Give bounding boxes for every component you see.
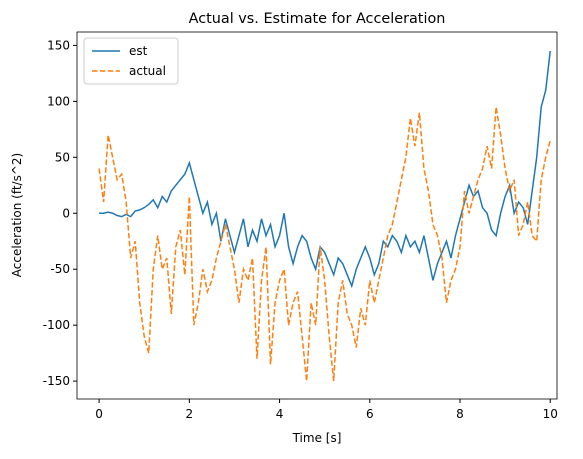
y-tick-label: 150 xyxy=(47,38,70,52)
chart-title: Actual vs. Estimate for Acceleration xyxy=(189,11,446,27)
legend-box xyxy=(83,37,179,85)
axes-frame xyxy=(76,31,558,400)
x-tick-label: 6 xyxy=(366,407,374,421)
series-line xyxy=(99,50,551,289)
x-axis-label: Time [s] xyxy=(292,431,342,445)
legend-label: actual xyxy=(129,64,166,78)
y-tick-label: 50 xyxy=(55,150,70,164)
x-tick-label: 8 xyxy=(456,407,464,421)
x-tick-label: 2 xyxy=(186,407,194,421)
y-tick-label: -100 xyxy=(43,318,70,332)
series-line xyxy=(98,106,551,382)
legend-label: est xyxy=(129,44,148,58)
y-tick-label: -50 xyxy=(50,262,70,276)
y-tick-label: -150 xyxy=(43,374,70,388)
y-axis-label: Acceleration (ft/s^2) xyxy=(10,153,24,277)
y-tick-label: 100 xyxy=(47,94,70,108)
x-tick-label: 10 xyxy=(543,407,558,421)
y-tick-label: 0 xyxy=(62,206,70,220)
x-tick-label: 0 xyxy=(95,407,103,421)
x-tick-label: 4 xyxy=(276,407,284,421)
